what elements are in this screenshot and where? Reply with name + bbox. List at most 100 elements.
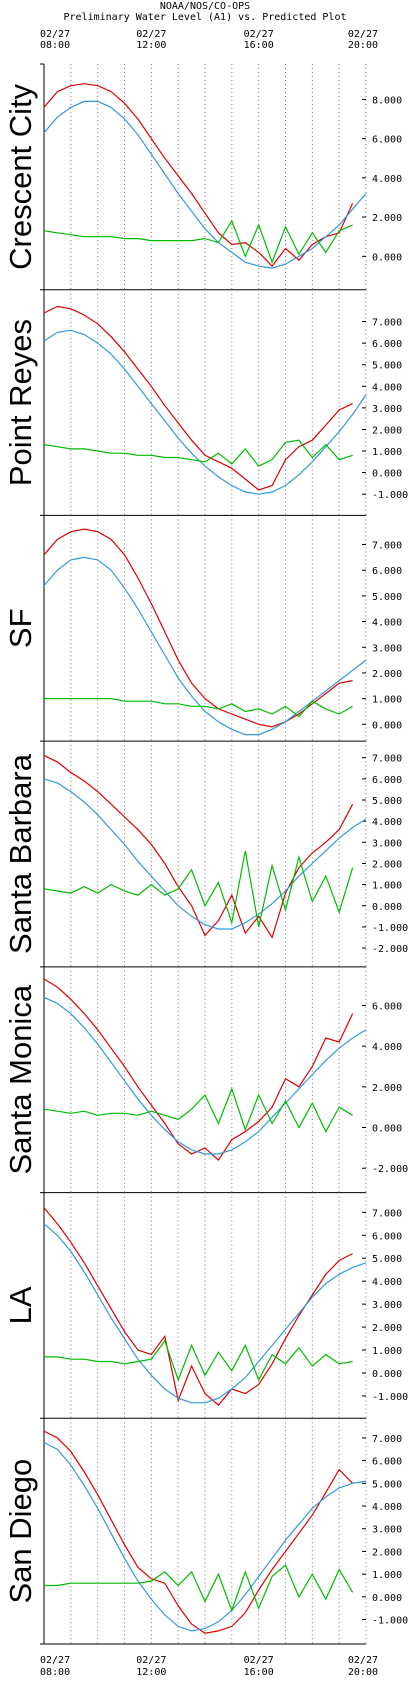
y-tick-label: 0.000 xyxy=(372,720,402,731)
y-tick-label: 4.000 xyxy=(372,1502,402,1513)
observed-line xyxy=(43,83,354,268)
header-title: Preliminary Water Level (A1) vs. Predict… xyxy=(64,12,347,23)
y-tick-label: 7.000 xyxy=(372,1208,402,1219)
panel-san-diego: 7.000 6.000 5.000 4.000 3.000 2.000 1.000 0.000… xyxy=(3,1418,408,1645)
y-tick-label: 0.000 xyxy=(372,469,402,480)
residual-line xyxy=(43,850,354,928)
y-tick-label: 1.000 xyxy=(372,447,402,458)
residual-line xyxy=(44,697,353,718)
y-tick-label: -1.000 xyxy=(372,490,408,501)
observed-line xyxy=(43,755,354,939)
top-time-hour-3: 20:00 xyxy=(348,40,378,51)
top-time-hour-1: 12:00 xyxy=(136,40,166,51)
y-tick-label: 0.000 xyxy=(372,1369,402,1380)
y-tick-label: 5.000 xyxy=(372,592,402,603)
y-tick-label: 4.000 xyxy=(372,382,402,393)
top-time-hour-0: 08:00 xyxy=(40,40,70,51)
station-name: LA xyxy=(3,1286,38,1324)
y-tick-label: 0.000 xyxy=(372,252,402,263)
y-tick-label: 2.000 xyxy=(372,1323,402,1334)
y-tick-label: 7.000 xyxy=(372,541,402,552)
panel-point-reyes: 7.000 6.000 5.000 4.000 3.000 2.000 1.000 0.000… xyxy=(3,289,408,516)
y-tick-label: 6.000 xyxy=(372,339,402,350)
y-tick-label: 5.000 xyxy=(372,796,402,807)
y-tick-label: -1.000 xyxy=(372,923,408,934)
y-tick-label: 8.000 xyxy=(372,95,402,106)
top-time-date-1: 02/27 xyxy=(136,29,166,40)
predicted-line xyxy=(43,100,367,269)
y-tick-label: 4.000 xyxy=(372,1042,402,1053)
y-tick-label: 3.000 xyxy=(372,404,402,415)
y-tick-label: 6.000 xyxy=(372,1231,402,1242)
y-tick-label: 5.000 xyxy=(372,1254,402,1265)
y-tick-label: 6.000 xyxy=(372,135,402,146)
y-tick-label: 0.000 xyxy=(372,902,402,913)
y-tick-label: 6.000 xyxy=(372,566,402,577)
y-tick-label: -1.000 xyxy=(372,1616,408,1627)
station-panels: 8.000 6.000 4.000 2.000 0.000 Crescent City 7.… xyxy=(3,63,408,1645)
panel-crescent-city: 8.000 6.000 4.000 2.000 0.000 Crescent City xyxy=(3,63,402,291)
panel-santa-monica: 6.000 4.000 2.000 0.000 -2.000 Santa Monica xyxy=(3,966,408,1194)
bottom-time-date-0: 02/27 xyxy=(40,1655,70,1666)
time-axis-labels: 02/2708:0002/2708:0002/2712:0002/2712:00… xyxy=(40,29,378,1678)
y-tick-label: 3.000 xyxy=(372,1525,402,1536)
y-tick-label: 2.000 xyxy=(372,1083,402,1094)
y-tick-label: 7.000 xyxy=(372,1434,402,1445)
y-tick-label: -2.000 xyxy=(372,1164,408,1175)
station-name: Point Reyes xyxy=(3,319,38,486)
observed-line xyxy=(43,305,353,491)
y-tick-label: -1.000 xyxy=(372,1392,408,1403)
station-name: San Diego xyxy=(3,1459,38,1604)
y-tick-label: 6.000 xyxy=(372,1457,402,1468)
y-tick-label: 7.000 xyxy=(372,318,402,329)
y-tick-label: 1.000 xyxy=(372,1570,402,1581)
panel-santa-barbara: 7.000 6.000 5.000 4.000 3.000 2.000 1.000 0.000… xyxy=(3,741,408,968)
predicted-line xyxy=(43,996,367,1155)
y-tick-label: 4.000 xyxy=(372,1277,402,1288)
y-tick-label: -2.000 xyxy=(372,944,408,955)
residual-line xyxy=(43,219,353,264)
station-name: SF xyxy=(3,608,38,648)
y-tick-label: 0.000 xyxy=(372,1124,402,1135)
residual-line xyxy=(44,1564,354,1613)
residual-line xyxy=(43,439,353,467)
station-name: Santa Monica xyxy=(3,984,38,1174)
observed-line xyxy=(43,528,353,728)
y-tick-label: 1.000 xyxy=(372,1346,402,1357)
y-tick-label: 1.000 xyxy=(372,881,402,892)
y-tick-label: 2.000 xyxy=(372,669,402,680)
predicted-line xyxy=(43,1223,367,1404)
bottom-time-date-2: 02/27 xyxy=(244,1655,274,1666)
y-tick-label: 0.000 xyxy=(372,1593,402,1604)
y-tick-label: 3.000 xyxy=(372,1300,402,1311)
predicted-line xyxy=(43,778,367,930)
panel-la: 7.000 6.000 5.000 4.000 3.000 2.000 1.000 0.000… xyxy=(3,1192,408,1419)
residual-line xyxy=(43,1087,353,1133)
y-tick-label: 2.000 xyxy=(372,1547,402,1558)
bottom-time-hour-2: 16:00 xyxy=(244,1667,274,1678)
top-time-hour-2: 16:00 xyxy=(244,40,274,51)
y-tick-label: 5.000 xyxy=(372,361,402,372)
panel-sf: 7.000 6.000 5.000 4.000 3.000 2.000 1.000 0.000… xyxy=(3,515,402,742)
y-tick-label: 3.000 xyxy=(372,643,402,654)
y-tick-label: 1.000 xyxy=(372,695,402,706)
y-tick-label: 2.000 xyxy=(372,425,402,436)
y-tick-label: 6.000 xyxy=(372,1001,402,1012)
observed-line xyxy=(43,978,354,1162)
bottom-time-hour-0: 08:00 xyxy=(40,1667,70,1678)
y-tick-label: 4.000 xyxy=(372,174,402,185)
predicted-line xyxy=(43,1441,367,1632)
bottom-time-date-3: 02/27 xyxy=(348,1655,378,1666)
y-tick-label: 3.000 xyxy=(372,838,402,849)
observed-line xyxy=(43,1207,353,1406)
y-tick-label: 2.000 xyxy=(372,213,402,224)
top-time-date-3: 02/27 xyxy=(348,29,378,40)
top-time-date-0: 02/27 xyxy=(40,29,70,40)
top-time-date-2: 02/27 xyxy=(244,29,274,40)
header-agency: NOAA/NOS/CO-OPS xyxy=(160,1,250,12)
residual-line xyxy=(44,1339,353,1382)
station-name: Crescent City xyxy=(3,83,38,270)
y-tick-label: 5.000 xyxy=(372,1479,402,1490)
y-tick-label: 7.000 xyxy=(372,754,402,765)
